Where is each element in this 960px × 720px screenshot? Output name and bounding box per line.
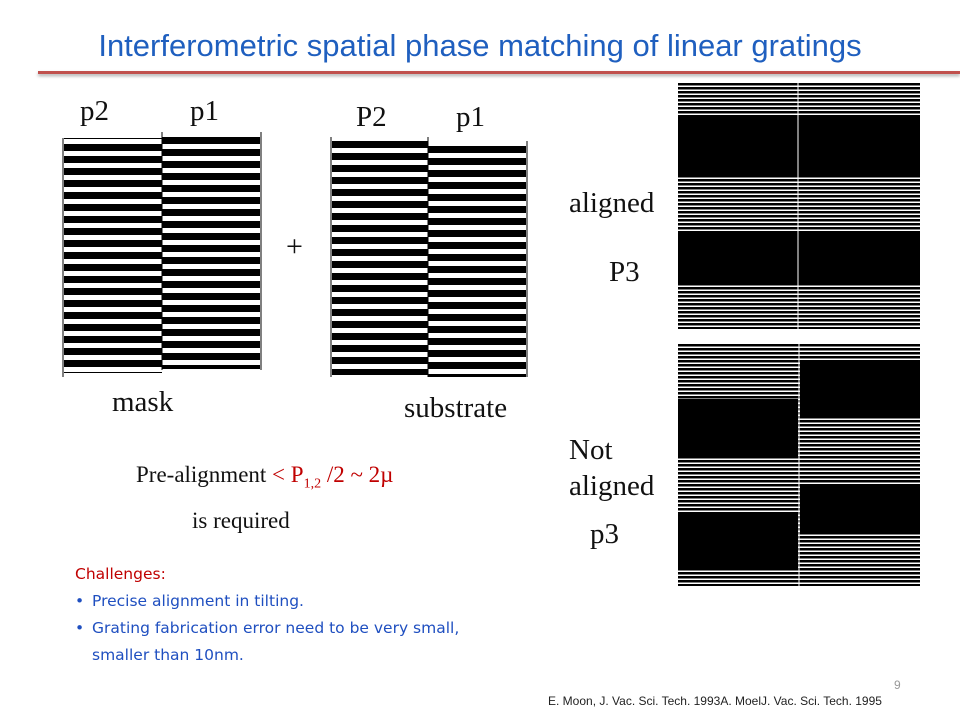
challenges-box: Challenges: Precise alignment in tilting… <box>75 561 475 669</box>
title-underline <box>38 71 960 74</box>
aligned-label: aligned <box>569 187 655 219</box>
challenge-item: Precise alignment in tilting. <box>75 588 475 615</box>
prealign-condition: < P1,2 /2 ~ 2µ <box>272 462 394 492</box>
not-aligned-label-line1: Not <box>569 434 613 466</box>
mask-left-label: p2 <box>80 95 109 127</box>
not-aligned-label-line2: aligned <box>569 470 655 502</box>
substrate-grating <box>330 137 528 377</box>
substrate-right-label: p1 <box>456 101 485 133</box>
mask-grating-left-half <box>64 138 162 373</box>
slide-title: Interferometric spatial phase matching o… <box>98 28 862 63</box>
challenges-list: Precise alignment in tilting. Grating fa… <box>75 588 475 669</box>
not-aligned-moire-pattern <box>678 344 920 586</box>
mask-grating-right-half <box>162 134 260 369</box>
prealign-lead: Pre-alignment <box>136 462 267 487</box>
slide-number: 9 <box>894 678 901 692</box>
not-aligned-period-label: p3 <box>590 518 619 550</box>
mask-caption: mask <box>112 386 174 418</box>
mask-grating <box>62 132 262 377</box>
substrate-grating-right-half <box>428 143 526 377</box>
substrate-grating-left-half <box>332 139 428 375</box>
reference-footnote: E. Moon, J. Vac. Sci. Tech. 1993A. MoelJ… <box>548 694 882 708</box>
challenges-heading: Challenges: <box>75 565 166 583</box>
aligned-period-label: P3 <box>609 256 640 288</box>
aligned-moire-pattern <box>678 83 920 329</box>
mask-right-label: p1 <box>190 95 219 127</box>
plus-sign: + <box>286 230 303 263</box>
prealign-line2: is required <box>192 508 290 533</box>
substrate-left-label: P2 <box>356 101 387 133</box>
challenge-item: Grating fabrication error need to be ver… <box>75 615 475 669</box>
substrate-caption: substrate <box>404 392 508 424</box>
prealign-line1: Pre-alignment < P1,2 /2 ~ 2µ <box>136 462 393 493</box>
